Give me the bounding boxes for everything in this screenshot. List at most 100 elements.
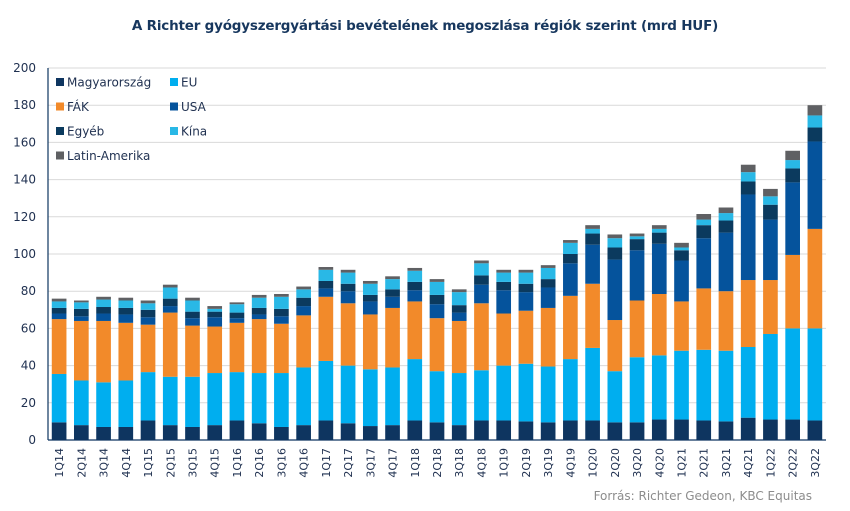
bar-segment-eu (451, 373, 467, 426)
bar-segment-usa (807, 141, 823, 229)
bar-segment-f-k (229, 322, 245, 373)
bar-segment-latin-amerika (274, 293, 289, 297)
bar-segment-f-k (362, 314, 378, 370)
y-tick-label: 40 (21, 359, 36, 373)
y-tick-label: 140 (13, 173, 36, 187)
bar-segment-magyarorsz-g (496, 420, 512, 440)
x-tick-label: 4Q17 (387, 448, 400, 478)
bar-segment-usa (563, 263, 578, 296)
bar-segment-eu (607, 371, 623, 423)
legend-label: Egyéb (67, 125, 104, 139)
bar-segment-k-na (207, 308, 223, 312)
bar-segment-f-k (629, 300, 645, 358)
bar-segment-egy-b (51, 307, 67, 314)
bar-segment-magyarorsz-g (607, 422, 623, 440)
bar-segment-k-na (651, 228, 667, 233)
bar-segment-latin-amerika (318, 267, 334, 270)
y-tick-label: 120 (13, 210, 36, 224)
bar-segment-latin-amerika (763, 188, 778, 197)
x-tick-label: 4Q15 (209, 448, 222, 478)
bar-segment-f-k (429, 318, 445, 372)
bar-segment-latin-amerika (718, 207, 734, 214)
bar-segment-latin-amerika (251, 294, 267, 298)
bar-segment-k-na (718, 213, 734, 221)
bar-segment-egy-b (718, 220, 734, 233)
x-tick-label: 4Q16 (298, 448, 311, 478)
x-tick-label: 1Q15 (142, 448, 155, 478)
bar-segment-latin-amerika (51, 298, 67, 302)
bar-segment-egy-b (96, 307, 111, 314)
bar-segment-k-na (296, 289, 311, 298)
bar-segment-latin-amerika (451, 289, 467, 293)
bar-segment-f-k (451, 320, 467, 374)
bar-segment-eu (785, 328, 800, 420)
bar-segment-egy-b (651, 232, 667, 244)
bar-segment-latin-amerika (496, 269, 512, 273)
bar-segment-latin-amerika (518, 269, 534, 273)
bar-segment-latin-amerika (362, 280, 378, 284)
bar-segment-latin-amerika (207, 306, 223, 309)
bar-segment-egy-b (118, 307, 134, 315)
bar-segment-eu (629, 357, 645, 423)
bar-segment-magyarorsz-g (207, 425, 223, 440)
x-tick-label: 1Q16 (231, 448, 244, 478)
bar-segment-eu (140, 372, 156, 421)
x-tick-label: 3Q14 (98, 448, 111, 478)
x-tick-label: 3Q15 (186, 448, 199, 478)
bar-segment-k-na (696, 219, 712, 226)
legend-swatch (56, 78, 64, 86)
y-tick-label: 200 (13, 61, 36, 75)
bar-segment-latin-amerika (563, 240, 578, 243)
bar-segment-usa (96, 313, 111, 321)
bar-segment-latin-amerika (74, 300, 89, 303)
bar-segment-latin-amerika (785, 150, 800, 161)
bar-segment-latin-amerika (385, 276, 400, 280)
bar-segment-latin-amerika (740, 164, 756, 173)
bar-segment-usa (229, 318, 245, 323)
bar-segment-k-na (340, 272, 356, 284)
legend-swatch (56, 151, 64, 160)
x-tick-label: 3Q17 (364, 448, 377, 478)
bar-segment-eu (585, 347, 600, 421)
bar-segment-egy-b (385, 289, 400, 297)
bar-segment-f-k (274, 323, 289, 374)
y-tick-label: 20 (21, 396, 36, 410)
bar-segment-egy-b (607, 247, 623, 260)
bar-segment-k-na (429, 281, 445, 295)
bar-segment-k-na (763, 196, 778, 205)
bar-segment-usa (362, 301, 378, 315)
bar-segment-k-na (585, 228, 600, 234)
bar-segment-magyarorsz-g (763, 419, 778, 440)
bar-segment-magyarorsz-g (740, 417, 756, 440)
bar-segment-f-k (518, 310, 534, 364)
bar-segment-magyarorsz-g (629, 422, 645, 440)
bar-segment-usa (763, 219, 778, 281)
bar-segment-latin-amerika (296, 286, 311, 290)
bar-segment-magyarorsz-g (696, 420, 712, 440)
bar-segment-latin-amerika (340, 269, 356, 273)
legend-swatch (56, 127, 64, 135)
bar-segment-egy-b (407, 281, 423, 291)
bar-segment-k-na (407, 270, 423, 282)
bar-segment-latin-amerika (585, 225, 600, 229)
x-tick-label: 3Q20 (631, 448, 644, 478)
legend-label: USA (181, 100, 207, 114)
bar-segment-latin-amerika (229, 302, 245, 305)
bar-segment-usa (118, 314, 134, 323)
x-tick-label: 1Q14 (53, 448, 66, 478)
bar-segment-f-k (162, 312, 178, 377)
bar-segment-usa (696, 238, 712, 289)
bar-segment-eu (540, 366, 556, 423)
bar-segment-eu (674, 350, 689, 420)
bar-segment-egy-b (185, 311, 200, 319)
bar-segment-magyarorsz-g (340, 423, 356, 440)
bar-segment-eu (96, 382, 111, 427)
legend-label: Magyarország (67, 76, 151, 90)
bar-segment-magyarorsz-g (785, 419, 800, 440)
bar-segment-k-na (674, 247, 689, 251)
bar-segment-eu (118, 380, 134, 427)
x-tick-label: 1Q21 (676, 448, 689, 478)
bar-segment-magyarorsz-g (251, 423, 267, 440)
bar-segment-eu (296, 367, 311, 426)
bar-segment-usa (318, 288, 334, 297)
